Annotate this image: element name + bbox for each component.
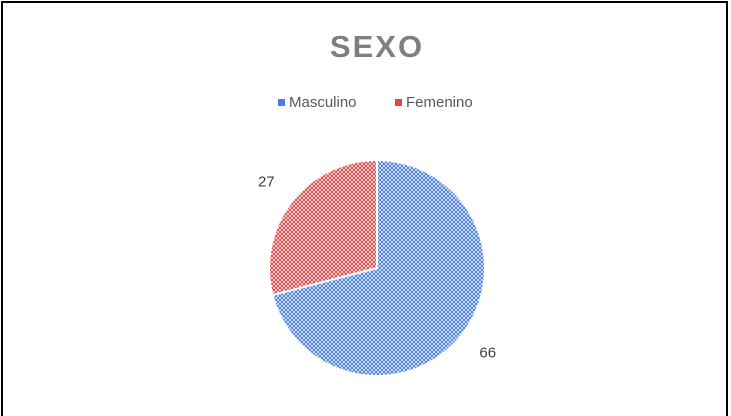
legend-swatch	[395, 99, 402, 106]
data-label: 27	[258, 173, 275, 190]
pie-slice	[268, 158, 378, 297]
legend-swatch	[278, 99, 285, 106]
chart-title: SEXO	[330, 29, 424, 64]
legend-label: Masculino	[289, 94, 357, 111]
data-label: 66	[479, 345, 496, 362]
pie-slice	[271, 158, 486, 377]
legend-label: Femenino	[406, 94, 473, 111]
